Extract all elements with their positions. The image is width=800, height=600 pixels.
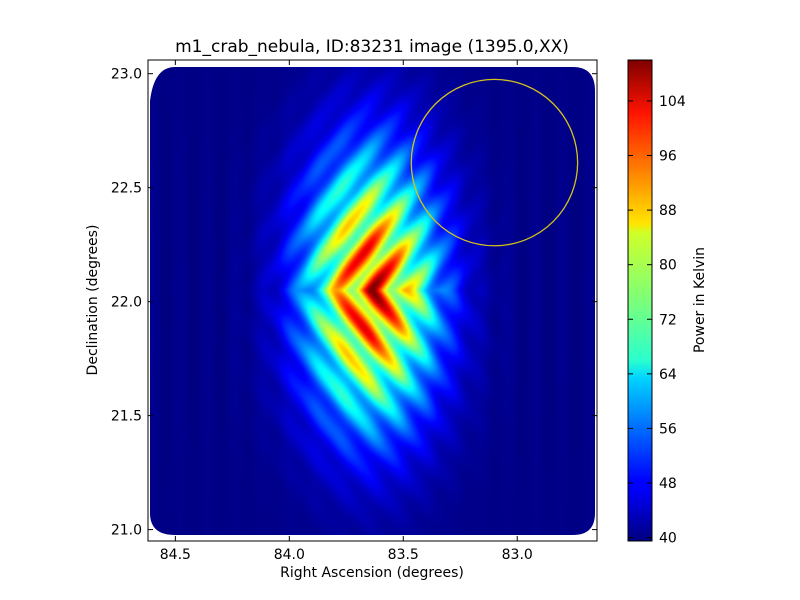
- y-axis-label: Declination (degrees): [85, 225, 101, 376]
- x-tick-label: 84.0: [274, 547, 305, 563]
- y-axis: 21.0 21.5 22.0 22.5 23.0: [111, 67, 597, 539]
- colorbar-tick-label: 64: [659, 367, 677, 383]
- y-tick-label: 22.5: [111, 181, 142, 197]
- colorbar-tick-label: 48: [659, 476, 677, 492]
- colorbar-tick-label: 80: [659, 258, 677, 274]
- colorbar-gradient: [628, 60, 652, 541]
- x-axis: 84.5 84.0 83.5 83.0: [160, 60, 533, 563]
- x-tick-label: 83.5: [388, 547, 419, 563]
- plot-frame: [147, 59, 598, 542]
- colorbar-tick-label: 56: [659, 421, 677, 437]
- colorbar-frame: [627, 59, 653, 542]
- y-tick-label: 22.0: [111, 295, 142, 311]
- y-tick-label: 23.0: [111, 67, 142, 83]
- heatmap-image: [150, 67, 595, 535]
- annotation-circle: [410, 78, 579, 247]
- colorbar-ticks: 40 48 56 64 72 80 88 96 104: [628, 94, 686, 547]
- x-tick-label: 83.0: [502, 547, 533, 563]
- colorbar-tick-label: 96: [659, 149, 677, 165]
- colorbar-tick-label: 40: [659, 531, 677, 547]
- y-tick-label: 21.0: [111, 523, 142, 539]
- colorbar-tick-label: 88: [659, 203, 677, 219]
- colorbar: 40 48 56 64 72 80 88 96 104 Power in Kelvin: [627, 59, 708, 547]
- colorbar-label: Power in Kelvin: [692, 247, 708, 353]
- colorbar-tick-label: 72: [659, 312, 677, 328]
- y-tick-label: 21.5: [111, 409, 142, 425]
- heatmap-area: [147, 59, 598, 542]
- x-tick-label: 84.5: [160, 547, 191, 563]
- colorbar-tick-label: 104: [659, 94, 686, 110]
- x-axis-label: Right Ascension (degrees): [280, 565, 464, 581]
- chart-title: m1_crab_nebula, ID:83231 image (1395.0,X…: [175, 37, 569, 57]
